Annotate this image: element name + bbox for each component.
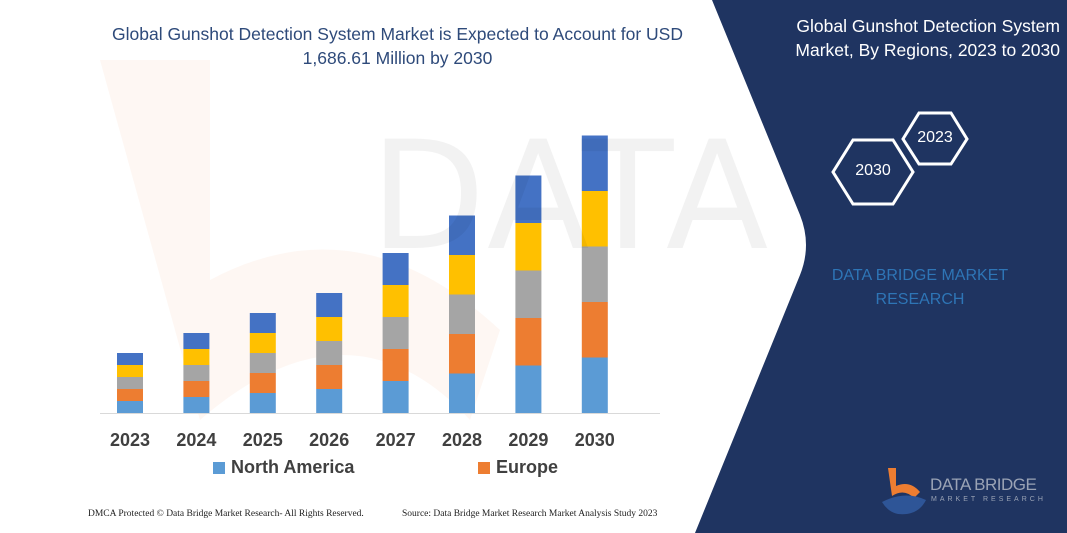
bar-segment-2029-series-2 [515,318,542,366]
hex-2023-shape [901,111,969,166]
bar-segment-2030-series-5 [581,135,608,191]
data-bridge-logo-icon [882,468,926,515]
legend-swatch [213,461,225,474]
bar-segment-2024-series-4 [183,349,210,365]
panel-title: Global Gunshot Detection System Market, … [795,16,1060,60]
bar-segment-2023-series-2 [117,389,143,401]
bar-segment-2023-series-5 [117,353,143,365]
bar-segment-2028-series-2 [449,334,475,374]
legend-label: North America [231,457,355,477]
bar-segment-2030-series-3 [581,246,608,302]
bar-segment-2026-series-5 [316,293,343,317]
bar-segment-2024-series-1 [183,397,210,413]
bar-segment-2027-series-4 [382,285,409,317]
legend-label: Europe [496,457,559,477]
bar-segment-2024-series-2 [183,381,210,397]
brand-text: DATA BRIDGE MARKET RESEARCH [831,267,1009,308]
bar-segment-2030-series-1 [581,357,608,413]
bar-segment-2026-series-3 [316,341,343,365]
footer-source: Source: Data Bridge Market Research Mark… [402,509,658,519]
bar-segment-2025-series-1 [249,393,276,413]
navy-panel [695,0,1067,533]
bar-segment-2029-series-5 [515,175,542,223]
logo-name: DATA BRIDGE [930,475,1037,494]
bar-segment-2030-series-4 [581,191,608,247]
hex-2023-label: 2023 [917,129,953,146]
chart-title: Global Gunshot Detection System Market i… [112,24,683,68]
bar-segment-2026-series-4 [316,317,343,341]
watermark-text: DATA [370,110,773,284]
x-tick-label: 2028 [441,430,483,450]
legend-europe: Europe [478,457,558,478]
legend-swatch [478,461,490,474]
bar-segment-2026-series-2 [316,365,343,389]
hex-2030-label: 2030 [855,162,891,179]
x-tick-label: 2030 [574,430,615,450]
legend-north-america: North America [213,457,354,478]
hex-2030-shape [831,138,915,206]
x-tick-label: 2026 [309,430,350,450]
bar-segment-2027-series-5 [382,253,409,285]
bar-segment-2026-series-1 [316,389,343,413]
bar-segment-2027-series-2 [382,349,409,381]
logo-subtitle: MARKET RESEARCH [931,496,1046,503]
bar-segment-2029-series-1 [515,365,542,413]
bar-segment-2028-series-4 [449,255,475,295]
bars [117,135,608,413]
bar-segment-2025-series-2 [249,373,276,393]
bar-segment-2029-series-3 [515,270,542,318]
x-tick-label: 2024 [176,430,217,450]
x-tick-label: 2023 [109,430,151,450]
bar-segment-2023-series-1 [117,401,143,413]
x-tick-label: 2029 [508,430,549,450]
bar-segment-2025-series-5 [249,313,276,333]
bar-segment-2023-series-3 [117,377,143,389]
bar-segment-2024-series-5 [183,333,210,349]
bar-segment-2027-series-1 [382,381,409,413]
bar-segment-2027-series-3 [382,317,409,349]
bar-segment-2030-series-2 [581,302,608,358]
footer-copyright: DMCA Protected © Data Bridge Market Rese… [88,509,364,519]
bar-segment-2025-series-3 [249,353,276,373]
bar-segment-2024-series-3 [183,365,210,381]
x-tick-label: 2027 [375,430,416,450]
bar-segment-2028-series-5 [449,215,475,255]
bar-segment-2023-series-4 [117,365,143,377]
bar-segment-2029-series-4 [515,223,542,271]
x-tick-label: 2025 [242,430,283,450]
bar-segment-2028-series-3 [449,294,475,334]
bar-segment-2028-series-1 [449,373,475,413]
bar-segment-2025-series-4 [249,333,276,353]
